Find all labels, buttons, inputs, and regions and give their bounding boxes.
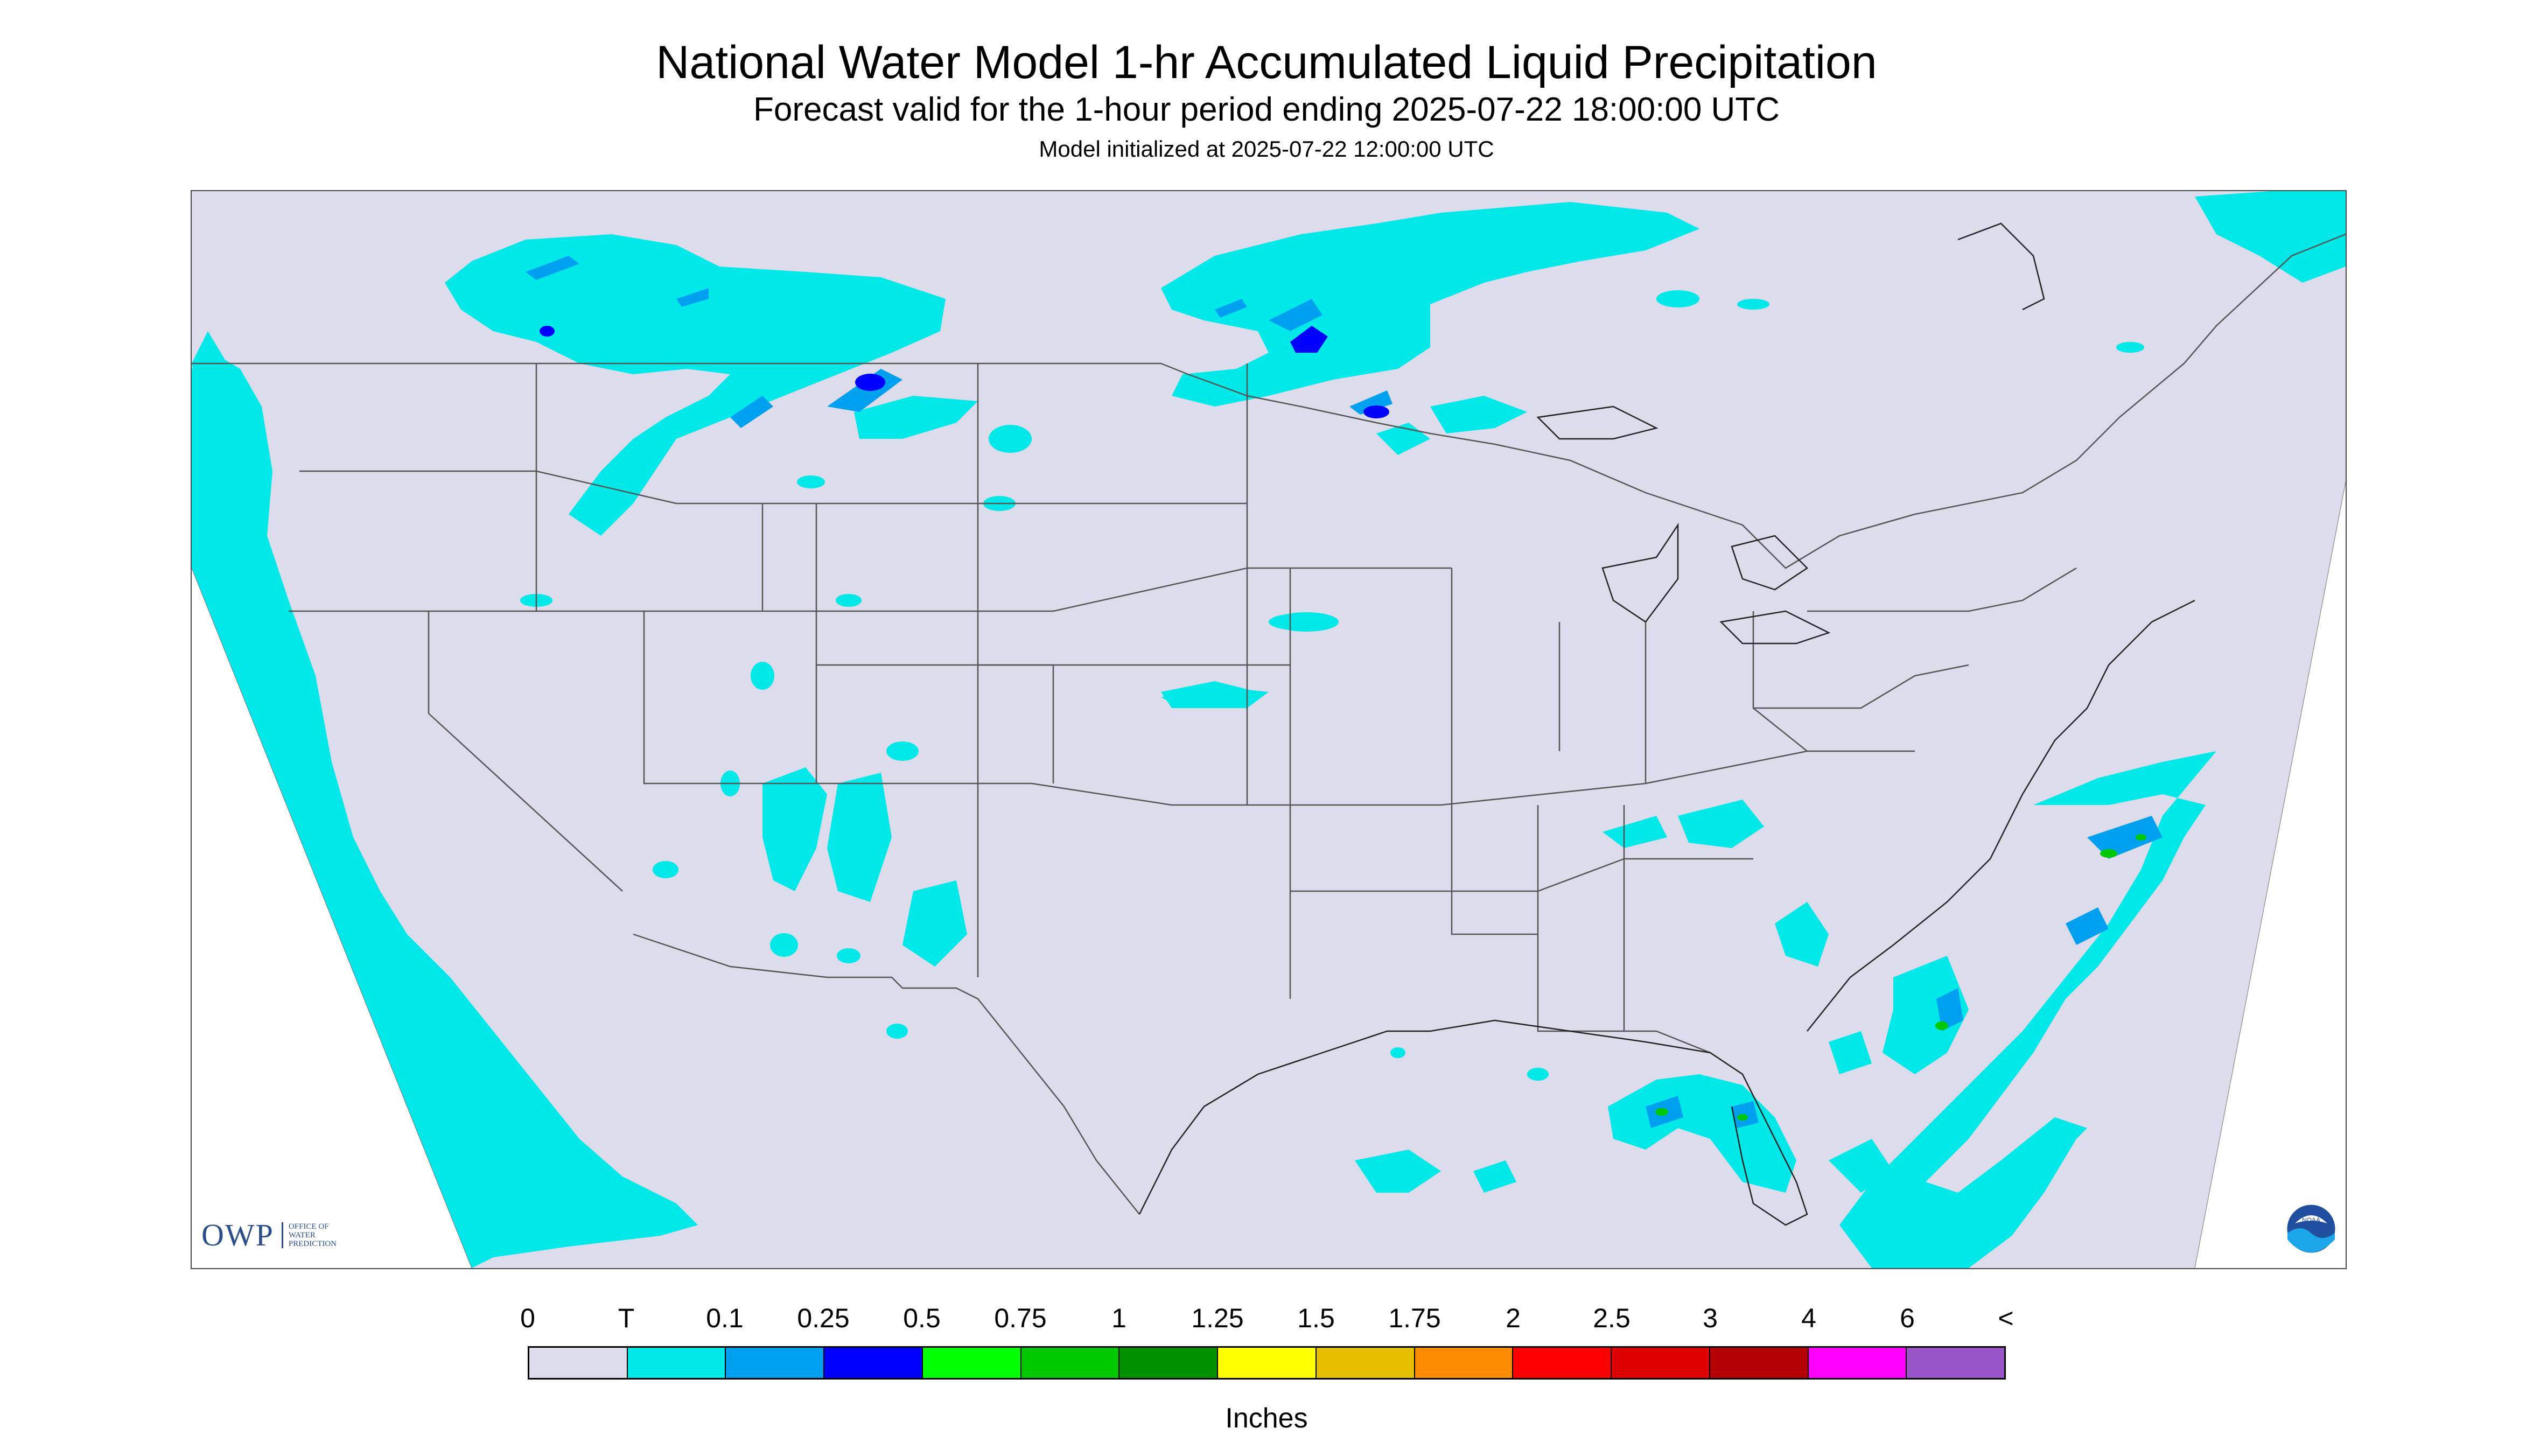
legend-swatch [1119,1348,1219,1378]
legend-swatch [1218,1348,1317,1378]
precip-pnw [192,331,272,600]
legend-swatch [1316,1348,1415,1378]
legend-labels: 0 T 0.1 0.25 0.5 0.75 1 1.25 1.5 1.75 2 2.5 3 4 6 < [520,1302,2014,1340]
precip-superior-heavier [1215,299,1393,415]
legend-swatch [1612,1348,1710,1378]
precip-plains [836,496,1333,708]
legend-label: < [1998,1303,2014,1333]
noaa-text: NOAA [2302,1216,2320,1224]
legend-label: 6 [1900,1303,1915,1333]
precip-florida-core [1655,1108,1748,1121]
legend-swatch [1907,1348,2005,1378]
precip-atlantic-core [1935,834,2146,1030]
legend-swatch [1513,1348,1612,1378]
owp-logo-subtext: OFFICE OF WATER PREDICTION [281,1222,353,1248]
legend-label: 1.75 [1388,1303,1441,1333]
precipitation-map [191,190,2347,1269]
legend-label: 2.5 [1593,1303,1631,1333]
legend-label: T [618,1303,635,1333]
precip-quebec [1737,191,2346,353]
legend-swatch [1710,1348,1809,1378]
legend-swatch [1415,1348,1514,1378]
precip-atlantic-heavier [1936,816,2163,1031]
precip-superior-core [1290,326,1389,418]
owp-logo-text: OWP [201,1217,274,1252]
legend-label: 0.75 [994,1303,1047,1333]
precip-southwest [653,662,967,1039]
legend-label: 2 [1506,1303,1521,1333]
legend-swatch [1808,1348,1907,1378]
forecast-valid-subtitle: Forecast valid for the 1-hour period end… [753,91,1780,128]
legend-colorbar [528,1346,2006,1380]
legend-swatch [922,1348,1021,1378]
legend-label: 0.1 [706,1303,744,1333]
legend-label: 0.5 [903,1303,941,1333]
state-boundaries [192,233,2346,1215]
outside-domain-right-edge [2194,481,2346,1268]
map-svg [192,191,2346,1268]
precip-atlantic [1603,751,2216,1268]
legend-swatch [824,1348,923,1378]
model-init-text: Model initialized at 2025-07-22 12:00:00… [1039,136,1494,162]
legend-swatch [1021,1348,1120,1378]
legend-label: 0.25 [797,1303,850,1333]
outside-domain-left-edge [192,568,472,1268]
legend-label: 1.5 [1297,1303,1335,1333]
legend-label: 0 [520,1303,535,1333]
coastlines [1138,222,2195,1226]
legend-label: 3 [1703,1303,1718,1333]
legend-label: 1 [1111,1303,1126,1333]
legend-swatch [627,1348,726,1378]
legend-swatch [726,1348,825,1378]
noaa-seal-icon: NOAA [2285,1203,2337,1255]
noaa-logo: NOAA [2284,1202,2338,1258]
legend-swatch [529,1348,628,1378]
legend-label: 4 [1801,1303,1816,1333]
legend-label: 1.25 [1191,1303,1244,1333]
precip-montana-core [540,326,885,391]
owp-logo: OWP OFFICE OF WATER PREDICTION [201,1217,353,1253]
legend-units: Inches [1225,1403,1308,1434]
map-title: National Water Model 1-hr Accumulated Li… [656,37,1877,88]
